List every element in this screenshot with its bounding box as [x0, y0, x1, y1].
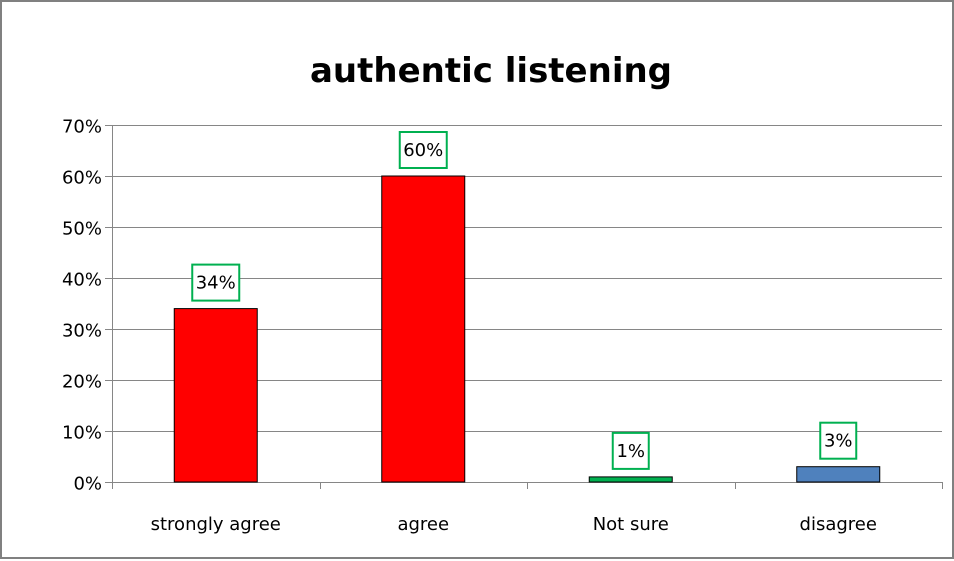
y-tick-label: 60%	[62, 168, 102, 189]
x-tick-label: strongly agree	[151, 514, 281, 535]
axes: 0% 10% 20% 30% 40% 50% 60% 70% strongly agree agr…	[62, 117, 943, 535]
y-tick-label: 40%	[62, 270, 102, 291]
x-tick-label: agree	[397, 514, 449, 535]
x-tick-label: disagree	[800, 514, 877, 535]
data-label-box	[611, 431, 650, 470]
data-label: 3%	[824, 431, 853, 452]
chart-title: authentic listening	[310, 51, 672, 91]
y-tick-label: 20%	[62, 372, 102, 393]
data-label: 60%	[403, 140, 443, 161]
data-label-box	[819, 421, 858, 460]
y-tick-label: 0%	[73, 474, 102, 495]
bar	[588, 476, 673, 483]
data-label: 1%	[616, 441, 645, 462]
bar	[173, 308, 258, 483]
data-label-box	[191, 263, 241, 302]
data-labels: 34% 60% 1% 3%	[191, 131, 858, 470]
data-label-box	[398, 131, 448, 169]
bar	[381, 175, 466, 483]
y-tick-label: 30%	[62, 321, 102, 342]
bars	[173, 175, 881, 483]
data-label: 34%	[196, 273, 236, 294]
y-tick-label: 70%	[62, 117, 102, 138]
y-tick-label: 10%	[62, 423, 102, 444]
y-tick-label: 50%	[62, 219, 102, 240]
bar	[796, 466, 881, 483]
x-tick-label: Not sure	[593, 514, 669, 535]
